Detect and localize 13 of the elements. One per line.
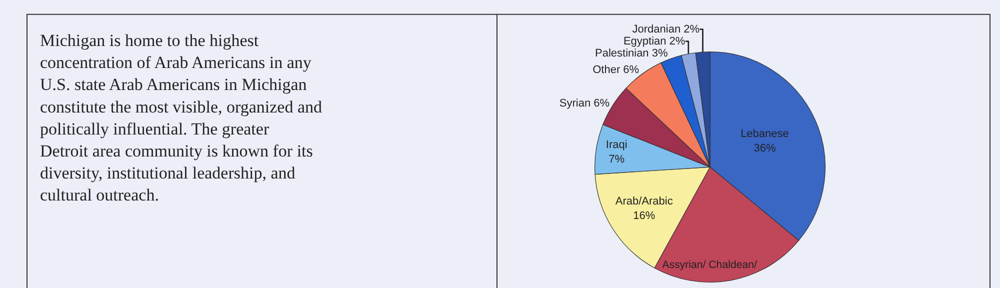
data-label: 16% (633, 210, 656, 222)
slice-label: Arab/Arabic (615, 196, 674, 208)
slice-label: Assyrian/ Chaldean/ (662, 259, 758, 272)
slice-label: Egyptian 2% (623, 35, 686, 48)
slice-label: Palestinian 3% (594, 47, 668, 60)
data-label: 7% (608, 153, 625, 166)
slice-label: Syrian 6% (559, 98, 610, 110)
data-label: 36% (754, 142, 776, 154)
slice-label: Jordanian 2% (632, 23, 700, 36)
slice-label: Lebanese (740, 128, 789, 140)
slice-label: Iraqi (606, 139, 628, 152)
slice-label: Other 6% (592, 64, 640, 76)
text: Michigan is home to the highest concentration of Arab Americans in any U.S. state Arab Americans in Michigan constitute the most visible, organized and politically influential. The greater Detroit area community is known for its diversity, institutional leadership, and cultural outreach. (40, 31, 323, 205)
